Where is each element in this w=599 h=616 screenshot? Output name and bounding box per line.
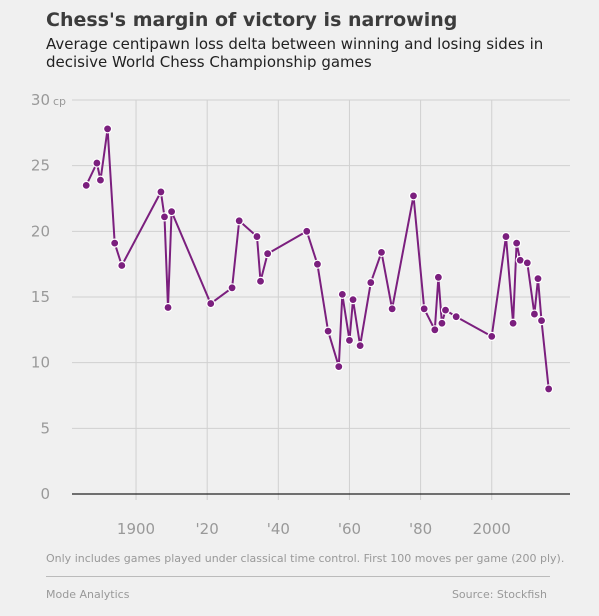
data-point xyxy=(255,276,266,286)
data-point xyxy=(508,318,518,328)
y-tick-label: 20 xyxy=(31,222,50,240)
data-point xyxy=(344,335,355,345)
data-point xyxy=(451,312,461,322)
point-layer xyxy=(81,124,554,394)
data-point xyxy=(487,331,497,341)
x-tick-label: '20 xyxy=(196,520,219,538)
data-point xyxy=(117,260,127,271)
line-chart: 0 5 10 15 20 25 30 cp 1900 '20 '40 '60 '80 2000 xyxy=(31,91,570,538)
data-point xyxy=(234,216,244,226)
data-point xyxy=(440,305,451,315)
data-point xyxy=(408,191,419,201)
x-tick-label: '40 xyxy=(267,520,290,538)
data-point xyxy=(263,249,273,259)
source-credit: Source: Stockfish xyxy=(451,588,547,601)
data-point xyxy=(312,259,323,269)
axis-layer: 0 5 10 15 20 25 30 cp 1900 '20 '40 '60 '80 2000 xyxy=(31,91,570,538)
series-layer xyxy=(85,127,550,390)
footnote: Only includes games played under classic… xyxy=(46,552,565,565)
data-point xyxy=(252,231,262,242)
data-point xyxy=(159,212,170,222)
y-tick-label: 15 xyxy=(31,288,50,306)
data-point xyxy=(419,304,429,314)
chart-subtitle: Average centipawn loss delta between win… xyxy=(46,35,544,71)
data-point xyxy=(167,207,177,217)
y-tick-label: 25 xyxy=(31,157,50,175)
data-point xyxy=(501,231,511,242)
data-point xyxy=(302,226,312,236)
data-point xyxy=(437,318,447,328)
data-point xyxy=(163,302,173,313)
y-tick-label: 10 xyxy=(31,354,50,372)
data-point xyxy=(512,238,522,248)
data-point xyxy=(433,272,443,282)
data-point xyxy=(102,124,113,134)
data-point xyxy=(81,180,91,190)
footer-divider xyxy=(46,576,550,577)
data-point xyxy=(92,158,102,168)
data-point xyxy=(522,258,532,268)
data-point xyxy=(355,340,365,351)
y-tick-label: 30 xyxy=(31,91,50,109)
y-tick-label: 5 xyxy=(40,419,50,437)
data-point xyxy=(529,309,540,319)
data-point xyxy=(348,295,358,305)
series-line xyxy=(85,127,550,390)
data-point xyxy=(366,277,376,288)
data-point xyxy=(337,289,347,299)
brand-credit: Mode Analytics xyxy=(46,588,130,601)
data-point xyxy=(544,384,554,394)
x-tick-label: '80 xyxy=(409,520,432,538)
grid-layer xyxy=(72,99,570,500)
data-point xyxy=(156,187,166,197)
data-point xyxy=(323,326,333,336)
x-tick-label: 1900 xyxy=(117,520,155,538)
data-point xyxy=(95,175,106,185)
data-point xyxy=(533,274,543,284)
data-point xyxy=(430,325,440,335)
data-point xyxy=(387,304,397,314)
x-tick-label: '60 xyxy=(338,520,361,538)
y-unit-label: cp xyxy=(53,95,66,108)
data-point xyxy=(334,362,344,372)
data-point xyxy=(206,298,216,309)
data-point xyxy=(110,238,120,248)
chart-title: Chess's margin of victory is narrowing xyxy=(46,9,458,31)
y-tick-label: 0 xyxy=(40,485,50,503)
data-point xyxy=(376,247,387,257)
data-point xyxy=(227,283,237,293)
data-point xyxy=(536,316,547,326)
x-tick-label: 2000 xyxy=(473,520,511,538)
